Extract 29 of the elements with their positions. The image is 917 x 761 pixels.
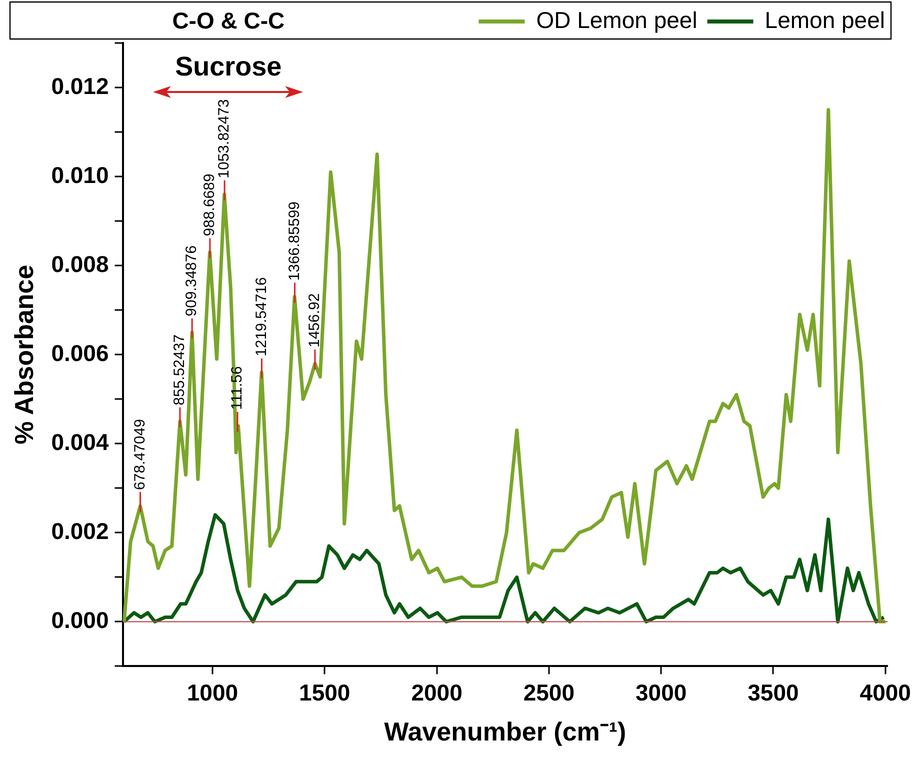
y-tick-label: 0.000: [51, 607, 109, 634]
legend-label: Lemon peel: [764, 6, 886, 33]
annotation: 1456.92: [306, 293, 324, 348]
annotation: 855.52437: [171, 334, 188, 406]
y-tick-label: 0.002: [51, 518, 109, 544]
x-tick-label: 3500: [748, 679, 799, 706]
x-tick-label: 2000: [411, 679, 462, 706]
x-axis-title: Wavenumber (cm⁻¹): [384, 716, 626, 747]
annotation: 111.56: [228, 366, 246, 410]
annotation: 1219.54716: [252, 277, 270, 356]
y-tick-label: 0.012: [51, 72, 109, 99]
annotation: 909.34876: [183, 245, 200, 316]
x-tick-label: 1500: [299, 679, 350, 706]
annotation: 1053.82473: [216, 99, 233, 178]
x-tick-label: 3000: [635, 679, 687, 706]
y-axis-title: % Absorbance: [8, 264, 39, 444]
x-tick-label: 2500: [523, 679, 574, 706]
x-tick-label: 4000: [860, 679, 911, 706]
annotation: Sucrose: [175, 51, 282, 82]
annotation: 678.47049: [131, 419, 148, 490]
legend-label: OD Lemon peel: [536, 6, 698, 33]
annotation: 988.6689: [201, 174, 218, 236]
y-tick-label: 0.010: [51, 162, 109, 188]
annotation: 1366.85599: [286, 201, 303, 281]
y-tick-label: 0.004: [51, 428, 109, 455]
x-tick-label: 1000: [186, 679, 238, 706]
y-tick-label: 0.006: [51, 340, 109, 366]
text: C-O & C-C: [172, 7, 285, 34]
y-tick-label: 0.008: [51, 250, 109, 277]
